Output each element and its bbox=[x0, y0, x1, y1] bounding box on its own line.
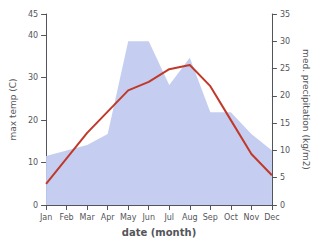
svg-text:Feb: Feb bbox=[60, 213, 74, 222]
svg-text:40: 40 bbox=[28, 31, 38, 40]
svg-text:May: May bbox=[120, 213, 137, 222]
svg-text:date (month): date (month) bbox=[122, 227, 196, 238]
svg-text:15: 15 bbox=[280, 119, 290, 128]
svg-text:35: 35 bbox=[280, 10, 290, 19]
svg-text:Oct: Oct bbox=[224, 213, 238, 222]
svg-text:10: 10 bbox=[280, 146, 290, 155]
svg-text:Jan: Jan bbox=[39, 213, 52, 222]
svg-text:0: 0 bbox=[33, 201, 38, 210]
svg-text:45: 45 bbox=[28, 10, 38, 19]
svg-text:med. precipitation (kg/m2): med. precipitation (kg/m2) bbox=[301, 49, 311, 170]
svg-text:0: 0 bbox=[280, 201, 285, 210]
svg-text:5: 5 bbox=[280, 173, 285, 182]
svg-text:max temp (C): max temp (C) bbox=[8, 78, 18, 140]
svg-text:20: 20 bbox=[28, 116, 38, 125]
svg-text:30: 30 bbox=[28, 73, 38, 82]
svg-text:Aug: Aug bbox=[182, 213, 198, 222]
svg-text:Mar: Mar bbox=[80, 213, 96, 222]
svg-text:Jun: Jun bbox=[141, 213, 155, 222]
svg-text:Nov: Nov bbox=[244, 213, 260, 222]
svg-text:20: 20 bbox=[280, 91, 290, 100]
svg-text:Dec: Dec bbox=[264, 213, 279, 222]
svg-text:Apr: Apr bbox=[101, 213, 116, 222]
svg-text:Jul: Jul bbox=[163, 213, 174, 222]
svg-text:25: 25 bbox=[280, 64, 290, 73]
svg-text:10: 10 bbox=[28, 158, 38, 167]
svg-text:30: 30 bbox=[280, 37, 290, 46]
svg-text:Sep: Sep bbox=[203, 213, 218, 222]
